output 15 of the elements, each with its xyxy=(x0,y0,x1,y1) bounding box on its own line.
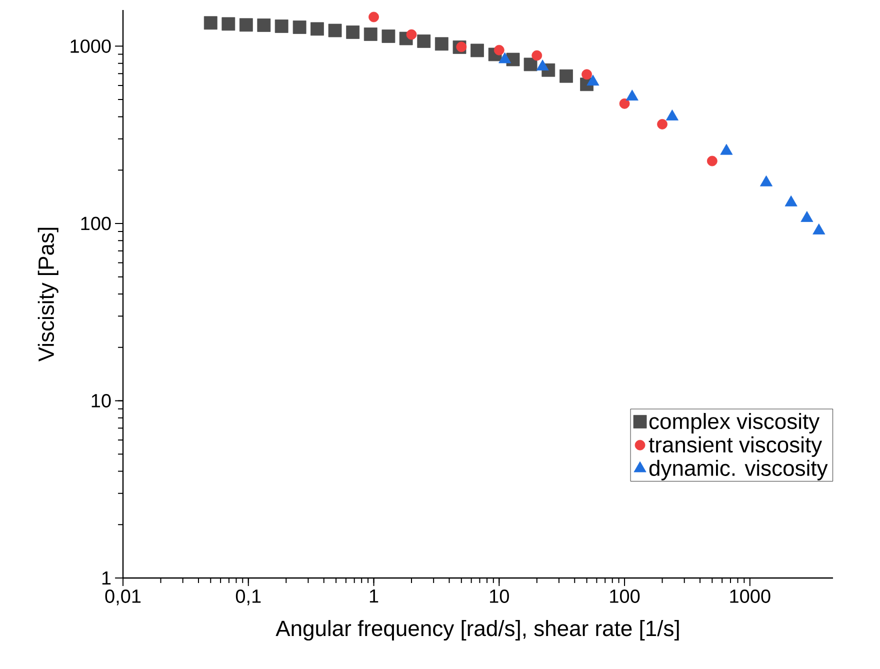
legend-label: transient viscosity xyxy=(648,436,822,457)
x-tick-label: 100 xyxy=(610,589,640,603)
x-tick-label: 1 xyxy=(370,589,378,603)
y-tick-label: 100 xyxy=(81,216,111,230)
x-axis-title: Angular frequency [rad/s], shear rate [1/s] xyxy=(276,620,679,641)
x-tick-label: 0,1 xyxy=(236,589,261,606)
y-tick-label: 1 xyxy=(102,571,111,585)
y-axis-title: Viscisity [Pas] xyxy=(38,228,58,362)
x-tick-label: 1000 xyxy=(730,589,770,603)
y-tick-label: 1000 xyxy=(70,39,111,53)
legend-label: complex viscosity xyxy=(649,412,820,434)
legend-label: dynamic. viscosity xyxy=(649,460,828,480)
x-tick-label: 10 xyxy=(490,589,509,603)
y-tick-label: 10 xyxy=(92,394,111,408)
x-tick-label: 0,01 xyxy=(105,589,141,606)
